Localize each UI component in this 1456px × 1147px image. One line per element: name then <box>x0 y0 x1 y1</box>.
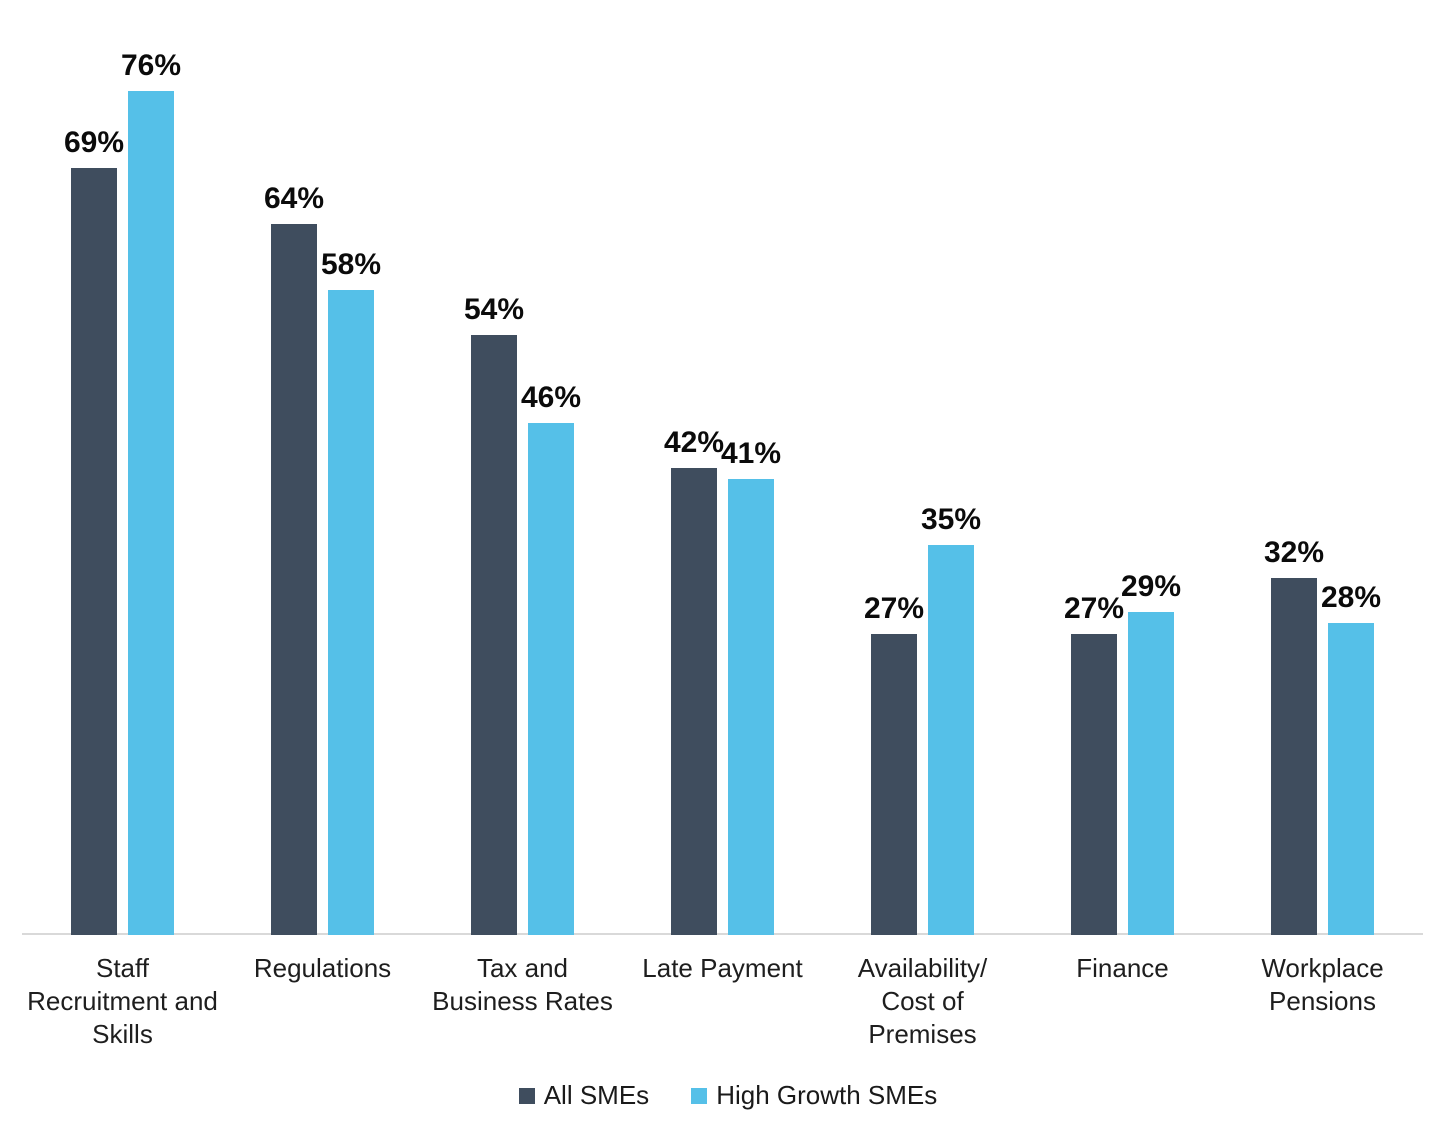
x-axis-label: Regulations <box>253 953 392 983</box>
data-label-all-smes: 27% <box>863 591 925 625</box>
legend: All SMEs High Growth SMEs <box>0 1080 1456 1111</box>
x-axis-label: Late Payment <box>642 953 803 983</box>
legend-item-high-growth-smes: High Growth SMEs <box>691 1080 937 1111</box>
bar-high-growth-smes <box>128 90 174 935</box>
legend-item-all-smes: All SMEs <box>518 1080 650 1111</box>
data-label-all-smes: 69% <box>63 126 125 160</box>
bar-all-smes <box>471 334 517 935</box>
bar-all-smes <box>671 467 717 935</box>
data-label-high-growth-smes: 41% <box>720 436 782 470</box>
bar-high-growth-smes <box>928 545 974 935</box>
bar-all-smes <box>271 223 317 935</box>
data-label-all-smes: 54% <box>463 292 525 326</box>
data-label-high-growth-smes: 58% <box>320 248 382 282</box>
legend-swatch-high-growth-smes <box>691 1087 708 1104</box>
bar-all-smes <box>1271 578 1317 935</box>
legend-swatch-all-smes <box>518 1087 535 1104</box>
x-axis-label: Staff Recruitment and Skills <box>27 953 218 1049</box>
data-label-high-growth-smes: 28% <box>1320 580 1382 614</box>
legend-label-high-growth-smes: High Growth SMEs <box>716 1080 938 1110</box>
data-label-all-smes: 42% <box>663 425 725 459</box>
data-label-high-growth-smes: 29% <box>1120 569 1182 603</box>
bar-all-smes <box>871 633 917 935</box>
data-label-all-smes: 27% <box>1063 591 1125 625</box>
bar-high-growth-smes <box>1128 611 1174 935</box>
data-label-all-smes: 64% <box>263 181 325 215</box>
x-axis-label: Finance <box>1076 953 1169 983</box>
bar-high-growth-smes <box>528 423 574 935</box>
x-axis-line <box>22 933 1423 935</box>
data-label-high-growth-smes: 46% <box>520 381 582 415</box>
data-label-high-growth-smes: 76% <box>120 48 182 82</box>
bar-all-smes <box>71 168 117 935</box>
bar-all-smes <box>1071 633 1117 935</box>
legend-label-all-smes: All SMEs <box>543 1080 650 1110</box>
data-label-high-growth-smes: 35% <box>920 503 982 537</box>
bar-high-growth-smes <box>728 478 774 935</box>
data-label-all-smes: 32% <box>1263 536 1325 570</box>
x-axis-label: Availability/ Cost of Premises <box>857 953 988 1049</box>
bar-high-growth-smes <box>1328 622 1374 935</box>
x-axis-label: Workplace Pensions <box>1261 953 1384 1016</box>
x-axis-label: Tax and Business Rates <box>432 953 613 1016</box>
bar-high-growth-smes <box>328 290 374 935</box>
